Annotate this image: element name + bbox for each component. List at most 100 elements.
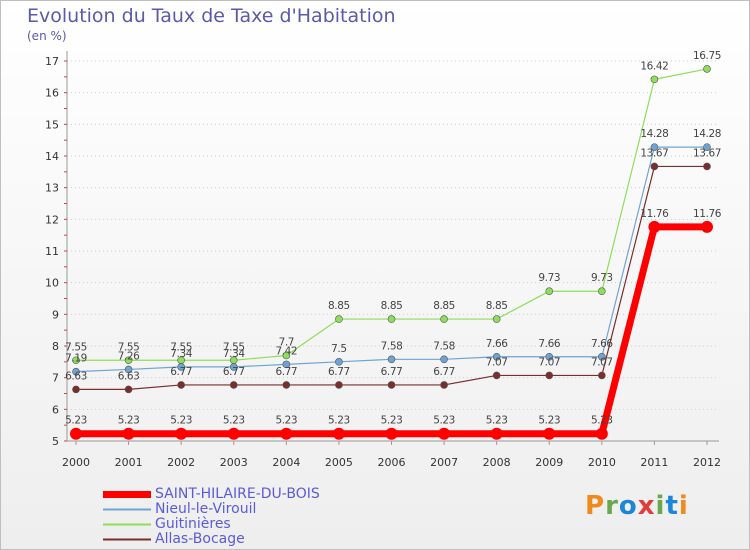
- y-tick-label: 5: [52, 435, 59, 448]
- data-point: [543, 427, 556, 440]
- data-point: [703, 65, 711, 73]
- data-point: [650, 162, 659, 171]
- data-point: [545, 287, 554, 296]
- legend-swatch: [103, 491, 151, 498]
- data-point: [492, 371, 501, 380]
- legend-swatch: [103, 538, 151, 541]
- data-point: [648, 220, 661, 233]
- data-point: [282, 381, 291, 389]
- data-point: [598, 371, 606, 380]
- chart-subtitle: (en %): [27, 29, 67, 43]
- data-label: 11.76: [693, 208, 722, 220]
- data-label: 7.5: [331, 343, 347, 355]
- data-label: 7.42: [275, 345, 297, 357]
- y-tick-label: 7: [52, 372, 59, 385]
- data-label: 6.63: [65, 370, 87, 382]
- legend-swatch: [103, 508, 151, 511]
- data-point: [177, 363, 185, 371]
- data-point: [387, 381, 396, 389]
- data-point: [335, 358, 343, 366]
- data-label: 7.58: [381, 340, 403, 352]
- series-line: [76, 223, 707, 438]
- data-label: 8.85: [486, 300, 508, 312]
- x-tick-label: 2003: [220, 456, 248, 469]
- y-tick-label: 13: [45, 182, 59, 195]
- data-label: 14.28: [640, 128, 668, 140]
- data-label: 7.55: [65, 341, 87, 353]
- data-point: [492, 315, 501, 323]
- data-point: [72, 385, 80, 394]
- data-label: 7.66: [538, 338, 560, 350]
- data-label: 6.77: [170, 366, 192, 378]
- data-label: 7.19: [65, 353, 87, 365]
- legend-item: SAINT-HILAIRE-DU-BOIS: [103, 487, 320, 502]
- data-point: [175, 427, 188, 440]
- data-label: 7.07: [591, 356, 613, 368]
- y-tick-label: 15: [45, 118, 59, 131]
- y-tick-label: 12: [45, 213, 59, 226]
- x-tick-label: 2006: [378, 456, 406, 469]
- x-tick-label: 2004: [272, 456, 300, 469]
- data-point: [438, 427, 451, 440]
- data-point: [595, 427, 608, 440]
- x-tick-label: 2005: [325, 456, 353, 469]
- data-label: 6.77: [328, 366, 350, 378]
- data-label: 8.85: [381, 300, 403, 312]
- y-tick-label: 9: [52, 308, 59, 321]
- data-point: [335, 315, 343, 323]
- data-point: [335, 381, 343, 389]
- data-point: [124, 356, 133, 365]
- data-label: 6.63: [118, 370, 140, 382]
- data-label: 7.26: [118, 350, 140, 362]
- data-point: [122, 427, 135, 440]
- x-tick-label: 2001: [115, 456, 143, 469]
- legend-swatch: [103, 523, 151, 526]
- data-label: 7.34: [223, 348, 245, 360]
- data-point: [545, 371, 554, 380]
- x-tick-label: 2007: [430, 456, 458, 469]
- data-label: 5.23: [591, 415, 613, 427]
- data-label: 16.42: [640, 60, 668, 72]
- y-tick-label: 17: [45, 55, 59, 68]
- data-label: 6.77: [223, 366, 245, 378]
- data-label: 5.23: [433, 415, 455, 427]
- data-point: [545, 352, 554, 361]
- data-point: [490, 427, 503, 440]
- legend-label: SAINT-HILAIRE-DU-BOIS: [155, 486, 320, 502]
- data-point: [332, 427, 345, 440]
- y-tick-label: 10: [45, 277, 59, 290]
- data-point: [387, 315, 396, 323]
- data-label: 9.73: [591, 272, 613, 284]
- y-tick-label: 6: [52, 403, 59, 416]
- data-label: 5.23: [118, 415, 140, 427]
- data-point: [282, 360, 291, 369]
- data-label: 7.66: [591, 338, 613, 350]
- data-label: 5.23: [381, 415, 403, 427]
- data-point: [227, 427, 240, 440]
- data-label: 7.66: [486, 338, 508, 350]
- data-point: [124, 365, 133, 374]
- data-point: [650, 75, 659, 84]
- data-label: 7.34: [170, 348, 192, 360]
- data-point: [282, 351, 291, 360]
- data-label: 6.77: [381, 366, 403, 378]
- data-point: [385, 427, 398, 440]
- data-point: [70, 427, 82, 440]
- data-label: 7.55: [223, 341, 245, 353]
- x-tick-label: 2009: [535, 456, 563, 469]
- data-point: [650, 143, 659, 151]
- data-label: 7.58: [433, 340, 455, 352]
- data-point: [701, 220, 713, 233]
- legend: SAINT-HILAIRE-DU-BOIS Nieul-le-Virouil G…: [103, 487, 320, 547]
- x-tick-label: 2002: [167, 456, 195, 469]
- legend-label: Guitinières: [155, 516, 231, 532]
- y-tick-label: 11: [45, 245, 59, 258]
- data-label: 13.67: [640, 147, 668, 159]
- data-point: [124, 385, 133, 394]
- data-point: [440, 315, 448, 323]
- data-point: [492, 352, 501, 361]
- proxiti-logo: Proxiti: [585, 491, 689, 521]
- legend-label: Nieul-le-Virouil: [155, 501, 257, 517]
- data-point: [703, 143, 711, 151]
- x-tick-label: 2008: [483, 456, 511, 469]
